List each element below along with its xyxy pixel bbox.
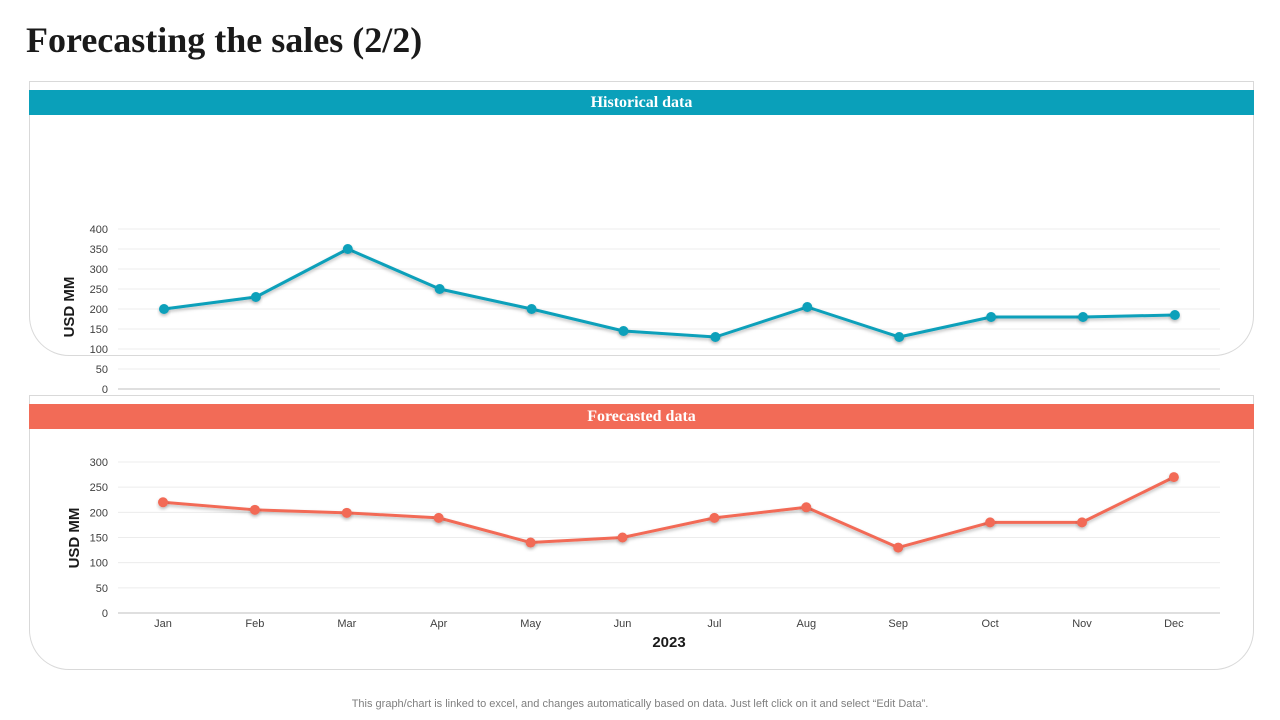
hist-y-tick-label: 150 xyxy=(90,324,108,336)
fcst-y-tick-label: 0 xyxy=(102,608,108,620)
fcst-point-jul xyxy=(709,512,720,523)
fcst-y-axis-title: USD MM xyxy=(66,508,83,569)
fcst-x-tick-label: Aug xyxy=(797,618,817,630)
hist-point-jun xyxy=(618,326,629,336)
hist-point-may xyxy=(526,304,537,314)
hist-point-mar xyxy=(342,244,353,254)
fcst-y-tick-label: 50 xyxy=(96,583,108,595)
fcst-y-tick-label: 150 xyxy=(90,533,108,545)
hist-y-tick-label: 400 xyxy=(90,224,108,236)
hist-point-apr xyxy=(434,284,445,294)
hist-y-tick-label: 50 xyxy=(96,364,108,376)
fcst-point-mar xyxy=(341,507,352,518)
forecast-chart-panel: Forecasted data 0 50 100 150 200 250 300 Jan Feb… xyxy=(29,395,1254,670)
fcst-x-axis-title: 2023 xyxy=(652,634,685,651)
fcst-x-tick-label: Jun xyxy=(614,618,632,630)
forecast-line-chart: 0 50 100 150 200 250 300 Jan Feb Mar Apr May Jun Jul A… xyxy=(66,457,1220,651)
fcst-point-oct xyxy=(985,517,996,528)
fcst-y-tick-label: 300 xyxy=(90,457,108,469)
hist-y-tick-label: 300 xyxy=(90,264,108,276)
forecast-panel-header: Forecasted data xyxy=(29,404,1254,429)
hist-point-dec xyxy=(1169,310,1180,320)
fcst-x-tick-label: Oct xyxy=(982,618,999,630)
hist-point-nov xyxy=(1078,312,1088,322)
fcst-x-tick-label: Apr xyxy=(430,618,447,630)
hist-y-axis-title: USD MM xyxy=(61,277,78,338)
hist-point-feb xyxy=(250,292,261,302)
fcst-x-tick-label: May xyxy=(520,618,541,630)
hist-point-sep xyxy=(894,332,905,342)
hist-y-tick-label: 0 xyxy=(102,384,108,396)
fcst-x-tick-label: Nov xyxy=(1072,618,1092,630)
footer-note: This graph/chart is linked to excel, and… xyxy=(351,698,929,710)
historical-line-chart: 050100150200250300350400JanFebMarAprMayJ… xyxy=(61,224,1220,423)
hist-point-jan xyxy=(159,304,169,314)
fcst-point-dec xyxy=(1168,472,1179,483)
hist-series-line xyxy=(163,247,1175,339)
hist-point-aug xyxy=(802,302,813,312)
historical-chart-panel: Historical data 0 50 100 150 200 250 300 350 400… xyxy=(29,81,1254,423)
fcst-x-tick-label: Sep xyxy=(888,618,908,630)
hist-y-tick-label: 350 xyxy=(90,244,108,256)
fcst-point-nov xyxy=(1077,517,1087,528)
page-title: Forecasting the sales (2/2) xyxy=(26,20,423,60)
fcst-x-tick-label: Jan xyxy=(154,618,172,630)
fcst-point-sep xyxy=(893,542,904,553)
fcst-point-apr xyxy=(433,512,444,523)
hist-y-tick-label: 200 xyxy=(90,304,108,316)
hist-y-tick-label: 100 xyxy=(90,344,108,356)
fcst-point-jun xyxy=(617,532,628,543)
fcst-x-tick-label: Jul xyxy=(707,618,721,630)
fcst-series-line xyxy=(162,475,1175,550)
fcst-x-tick-label: Feb xyxy=(245,618,264,630)
fcst-y-tick-label: 100 xyxy=(90,558,108,570)
historical-panel-header: Historical data xyxy=(29,90,1254,115)
fcst-point-feb xyxy=(249,504,260,515)
hist-y-tick-label: 250 xyxy=(90,284,108,296)
fcst-y-tick-label: 200 xyxy=(90,507,108,519)
hist-point-oct xyxy=(986,312,997,322)
fcst-y-tick-label: 250 xyxy=(90,482,108,494)
fcst-point-aug xyxy=(801,502,812,513)
fcst-x-tick-label: Mar xyxy=(337,618,356,630)
fcst-x-tick-label: Dec xyxy=(1164,618,1184,630)
fcst-point-jan xyxy=(158,497,168,508)
hist-point-jul xyxy=(710,332,721,342)
fcst-point-may xyxy=(525,537,536,548)
